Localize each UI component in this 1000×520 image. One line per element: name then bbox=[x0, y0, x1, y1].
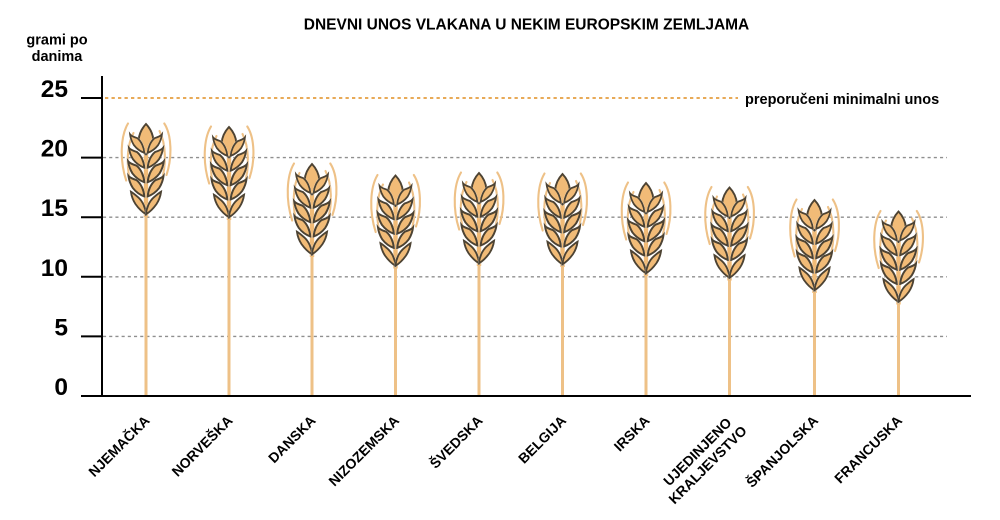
svg-text:5: 5 bbox=[54, 314, 68, 341]
svg-text:DNEVNI UNOS VLAKANA U NEKIM EU: DNEVNI UNOS VLAKANA U NEKIM EUROPSKIM ZE… bbox=[304, 17, 750, 34]
svg-text:10: 10 bbox=[41, 255, 68, 282]
svg-text:15: 15 bbox=[41, 195, 68, 222]
svg-text:20: 20 bbox=[41, 136, 68, 163]
svg-text:danima: danima bbox=[32, 49, 84, 65]
svg-text:0: 0 bbox=[54, 374, 68, 401]
svg-text:25: 25 bbox=[41, 76, 68, 103]
svg-text:preporučeni minimalni unos: preporučeni minimalni unos bbox=[745, 92, 939, 108]
svg-text:grami po: grami po bbox=[26, 33, 87, 49]
